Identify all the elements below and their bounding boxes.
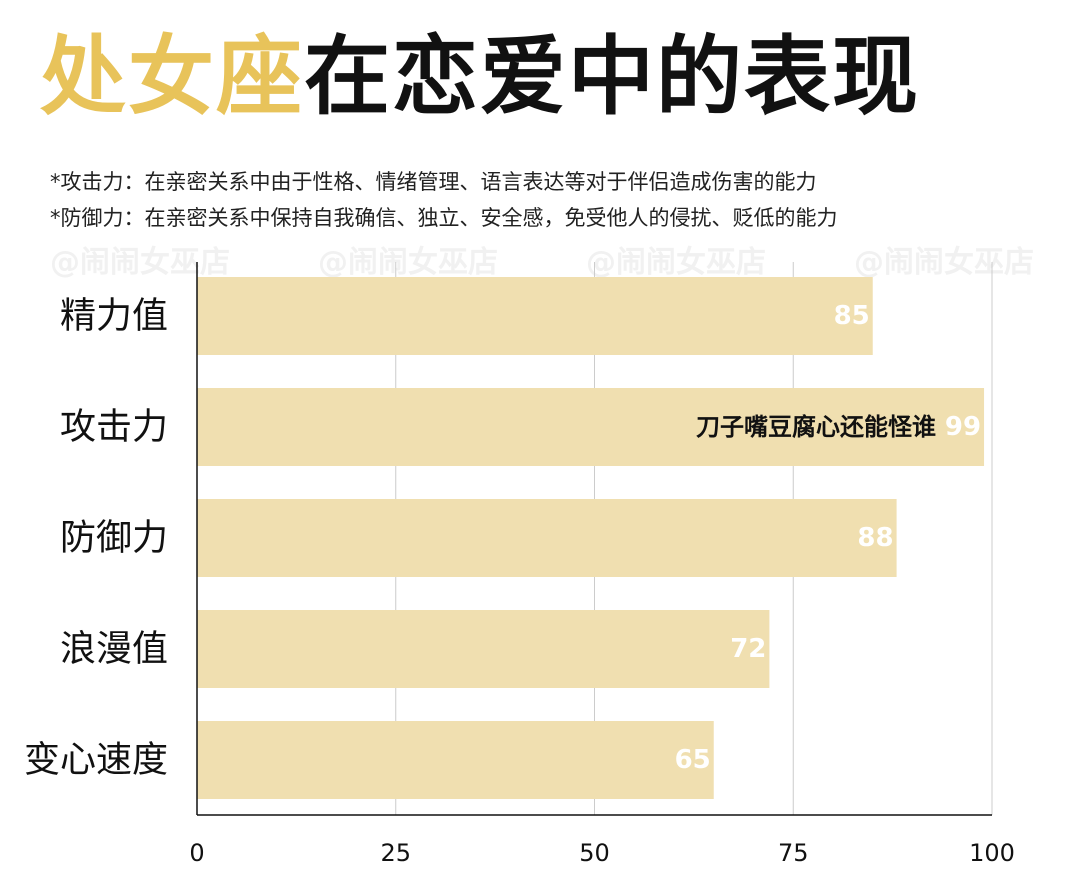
- watermark: @闹闹女巫店: [318, 245, 498, 280]
- bar: [197, 499, 897, 577]
- bar: [197, 610, 770, 688]
- value-label: 65: [675, 745, 711, 775]
- title-highlight: 处女座: [40, 27, 304, 127]
- watermark: @闹闹女巫店: [586, 245, 766, 280]
- x-tick-label: 100: [969, 839, 1015, 867]
- value-label: 72: [730, 634, 766, 664]
- watermark-row: @闹闹女巫店 @闹闹女巫店 @闹闹女巫店 @闹闹女巫店: [50, 240, 1070, 286]
- value-label: 85: [834, 301, 870, 331]
- category-label: 攻击力: [60, 407, 168, 448]
- value-label: 99: [945, 412, 981, 442]
- x-tick-label: 75: [778, 839, 809, 867]
- note-defense-definition: *防御力：在亲密关系中保持自我确信、独立、安全感，免受他人的侵扰、贬低的能力: [50, 206, 838, 230]
- note-attack-definition: *攻击力：在亲密关系中由于性格、情绪管理、语言表达等对于伴侣造成伤害的能力: [50, 170, 817, 194]
- category-label: 精力值: [60, 296, 168, 337]
- bar: [197, 388, 985, 466]
- x-tick-label: 25: [380, 839, 411, 867]
- bar: [197, 721, 714, 799]
- bar-annotation: 刀子嘴豆腐心还能怪谁: [696, 413, 936, 441]
- x-tick-label: 0: [189, 839, 204, 867]
- category-label: 浪漫值: [60, 629, 168, 670]
- value-label: 88: [857, 523, 893, 553]
- page-title: 处女座在恋爱中的表现: [40, 22, 920, 132]
- x-tick-label: 50: [579, 839, 610, 867]
- watermark: @闹闹女巫店: [854, 245, 1034, 280]
- title-rest: 在恋爱中的表现: [304, 27, 920, 127]
- category-label: 防御力: [60, 518, 168, 559]
- watermark: @闹闹女巫店: [50, 245, 230, 280]
- bar: [197, 277, 873, 355]
- category-label: 变心速度: [24, 740, 168, 781]
